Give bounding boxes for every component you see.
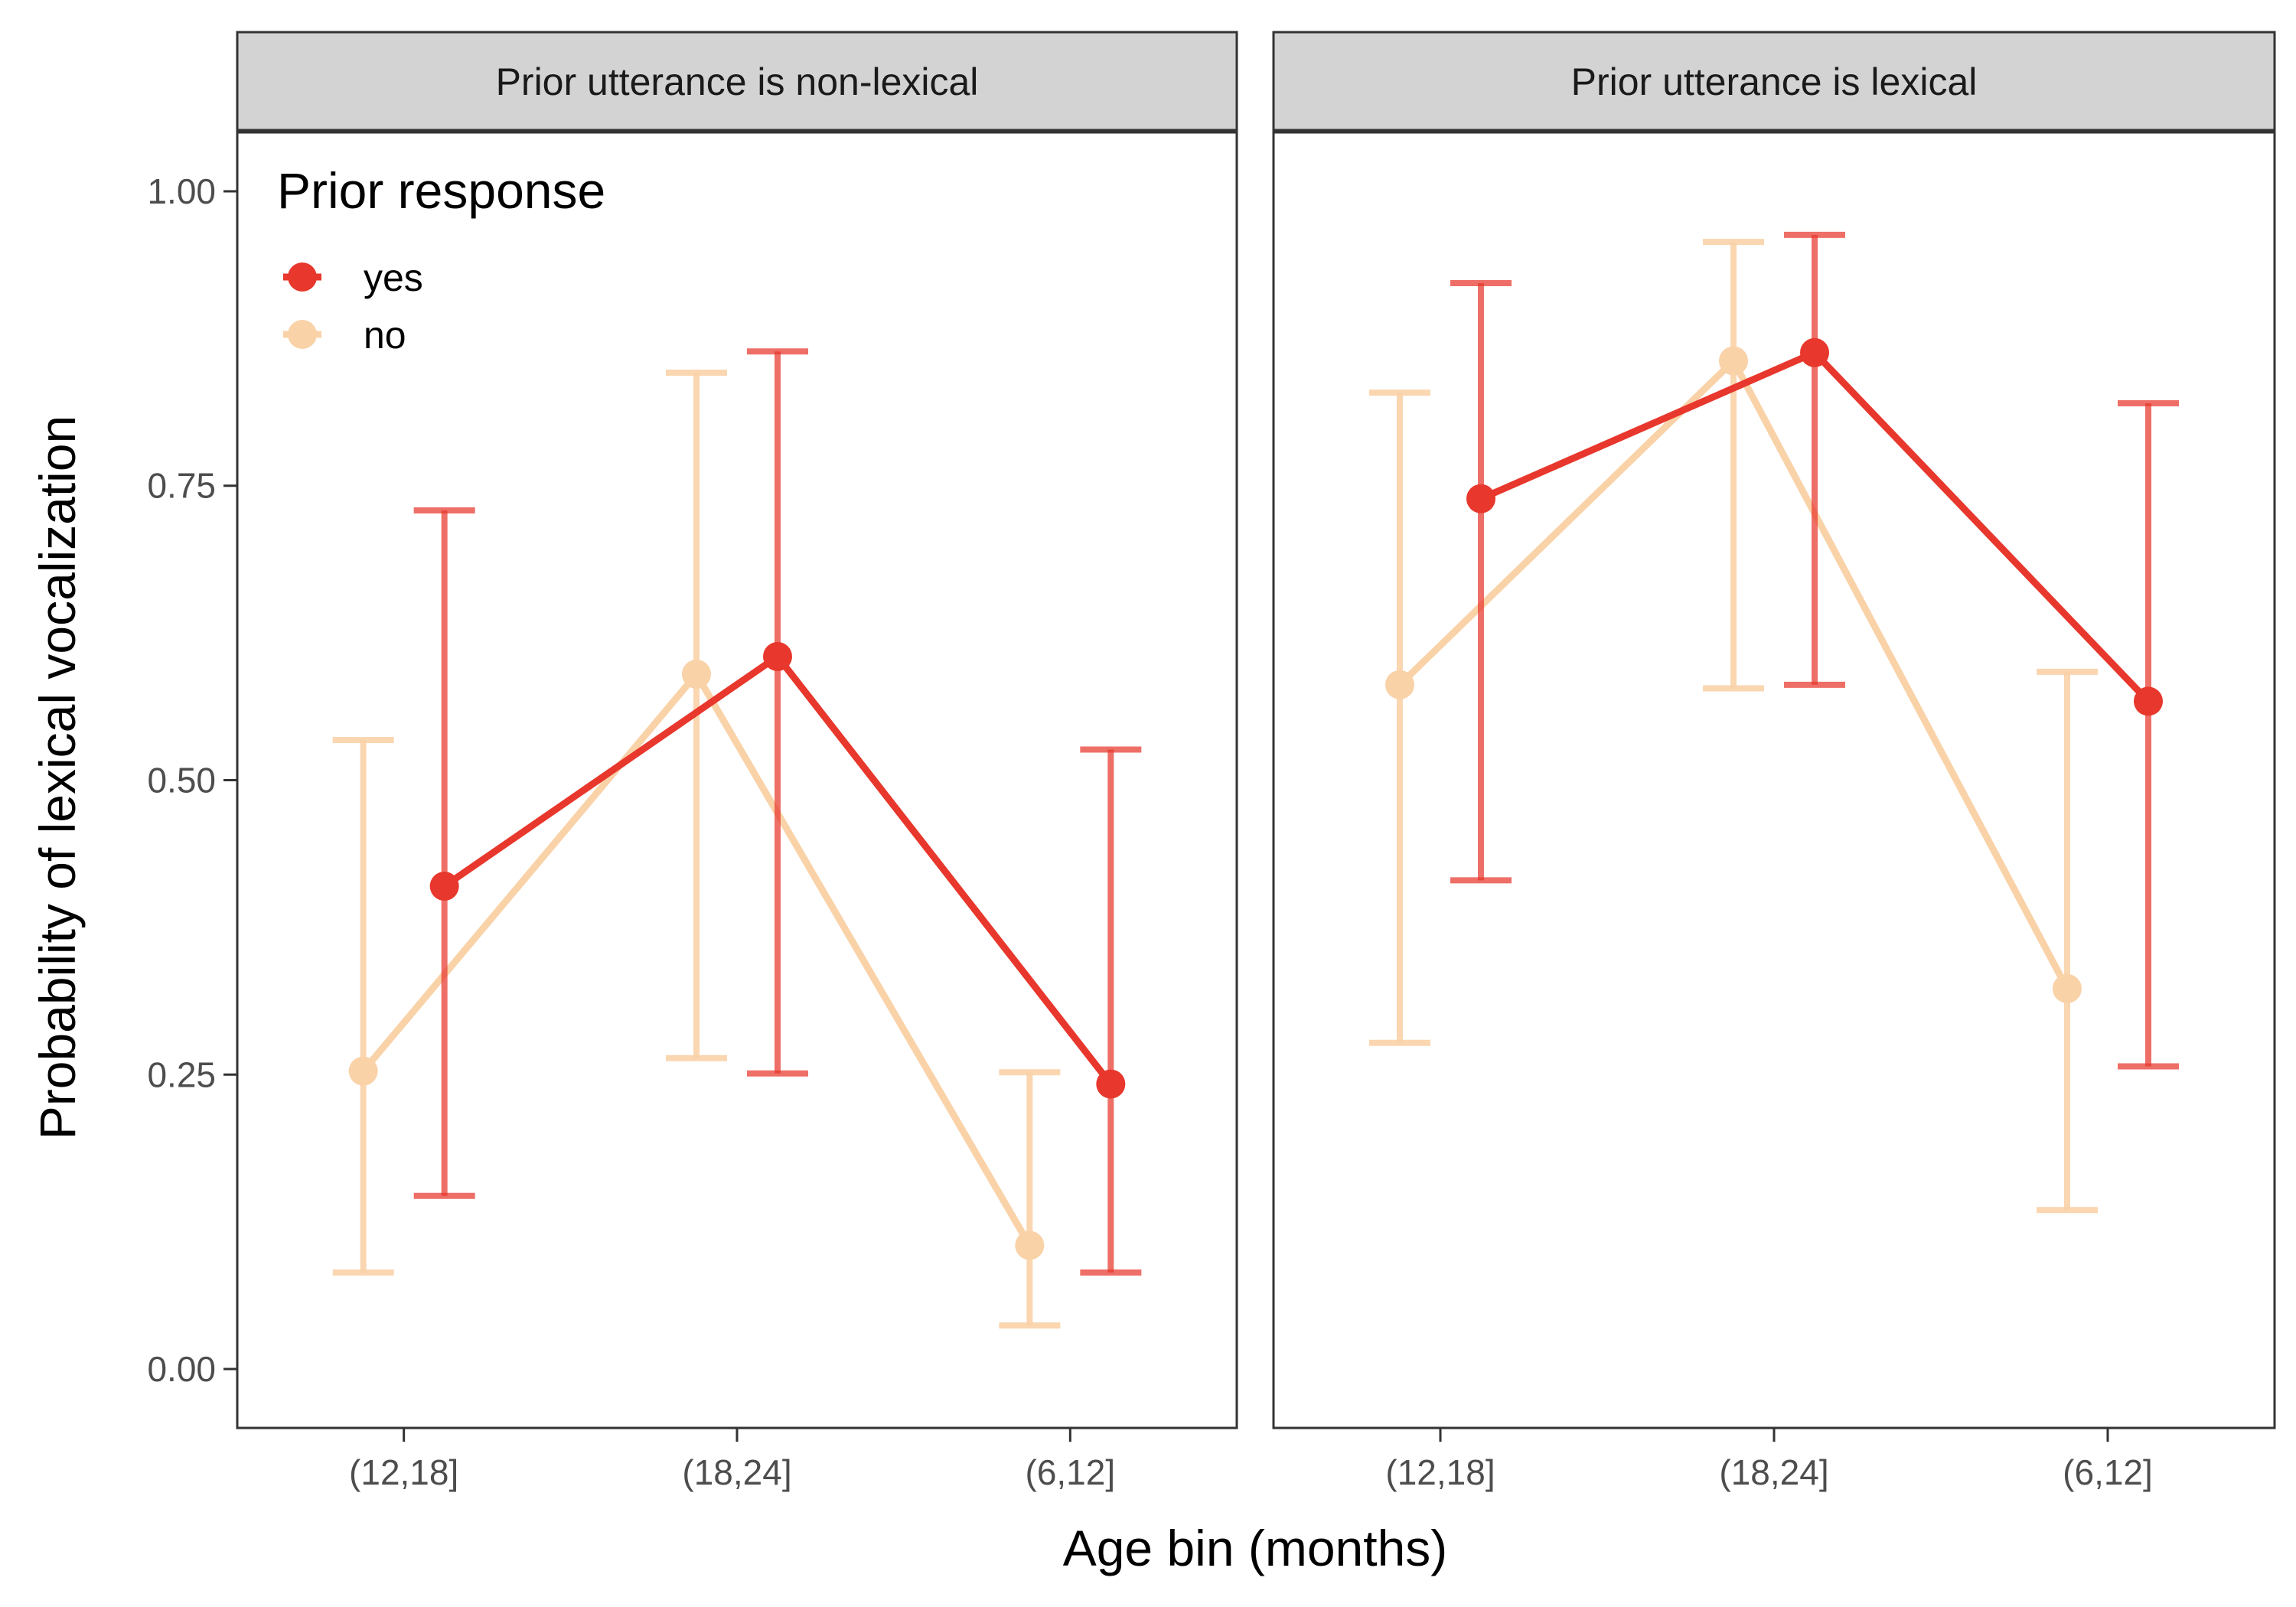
y-tick-label: 0.50	[147, 761, 216, 800]
panel-strip	[1272, 31, 2276, 132]
data-point	[1800, 337, 1829, 367]
panel-title: Prior utterance is non-lexical	[496, 60, 979, 103]
data-point	[763, 641, 792, 671]
error-bar	[1369, 390, 1430, 1046]
y-tick-label: 1.00	[147, 171, 216, 211]
x-tick-label: (12,18]	[1385, 1452, 1495, 1492]
legend-label: no	[364, 314, 406, 357]
error-bar	[999, 1069, 1061, 1329]
x-tick-label: (12,18]	[349, 1452, 458, 1492]
x-axis-title: Age bin (months)	[1063, 1520, 1448, 1576]
data-point	[1096, 1069, 1126, 1099]
y-axis-title: Probability of lexical vocalization	[29, 416, 86, 1139]
legend-marker	[288, 262, 317, 292]
error-bar	[1080, 746, 1142, 1276]
series-no	[1369, 239, 2098, 1214]
data-point	[1385, 670, 1414, 699]
error-bar	[332, 737, 394, 1276]
panel-2: Prior utterance is lexical (12,18] (18,24]…	[1272, 31, 2276, 1492]
legend-label: yes	[364, 256, 423, 299]
error-bar	[2037, 668, 2098, 1214]
error-bar	[2118, 399, 2179, 1070]
data-point	[682, 659, 711, 689]
data-point	[1719, 346, 1748, 376]
legend-title: Prior response	[277, 162, 605, 219]
data-point	[348, 1056, 378, 1086]
panels-layer: Prior utterance is non-lexical 0.00 0.25 0.…	[147, 31, 2276, 1492]
series-yes	[1450, 231, 2179, 1070]
legend-item-yes: yes	[283, 256, 423, 299]
y-tick-label: 0.25	[147, 1054, 216, 1094]
error-bar	[1450, 280, 1512, 884]
x-tick-label: (6,12]	[2063, 1452, 2153, 1492]
panel-frame	[236, 131, 1238, 1429]
data-point	[1015, 1231, 1045, 1260]
legend-item-no: no	[283, 314, 406, 357]
panel-frame	[1272, 131, 2276, 1429]
x-tick-label: (6,12]	[1026, 1452, 1116, 1492]
legend-marker	[288, 320, 317, 349]
data-point	[1466, 484, 1495, 513]
error-bar	[747, 348, 808, 1077]
panel-1: Prior utterance is non-lexical 0.00 0.25 0.…	[147, 31, 1238, 1492]
y-tick-label: 0.75	[147, 466, 216, 506]
error-bar	[1784, 231, 1845, 688]
y-tick-label: 0.00	[147, 1349, 216, 1389]
data-point	[2134, 686, 2163, 716]
data-point	[429, 872, 459, 901]
legend-keys: yes no	[283, 256, 423, 357]
panel-title: Prior utterance is lexical	[1571, 60, 1978, 103]
error-bar	[1703, 239, 1764, 692]
x-tick-label: (18,24]	[1719, 1452, 1828, 1492]
error-bar	[413, 507, 475, 1199]
x-tick-label: (18,24]	[682, 1452, 791, 1492]
data-point	[2053, 973, 2082, 1003]
series-yes	[413, 348, 1142, 1276]
panel-strip	[236, 31, 1238, 132]
legend: Prior response yes no	[277, 162, 605, 357]
